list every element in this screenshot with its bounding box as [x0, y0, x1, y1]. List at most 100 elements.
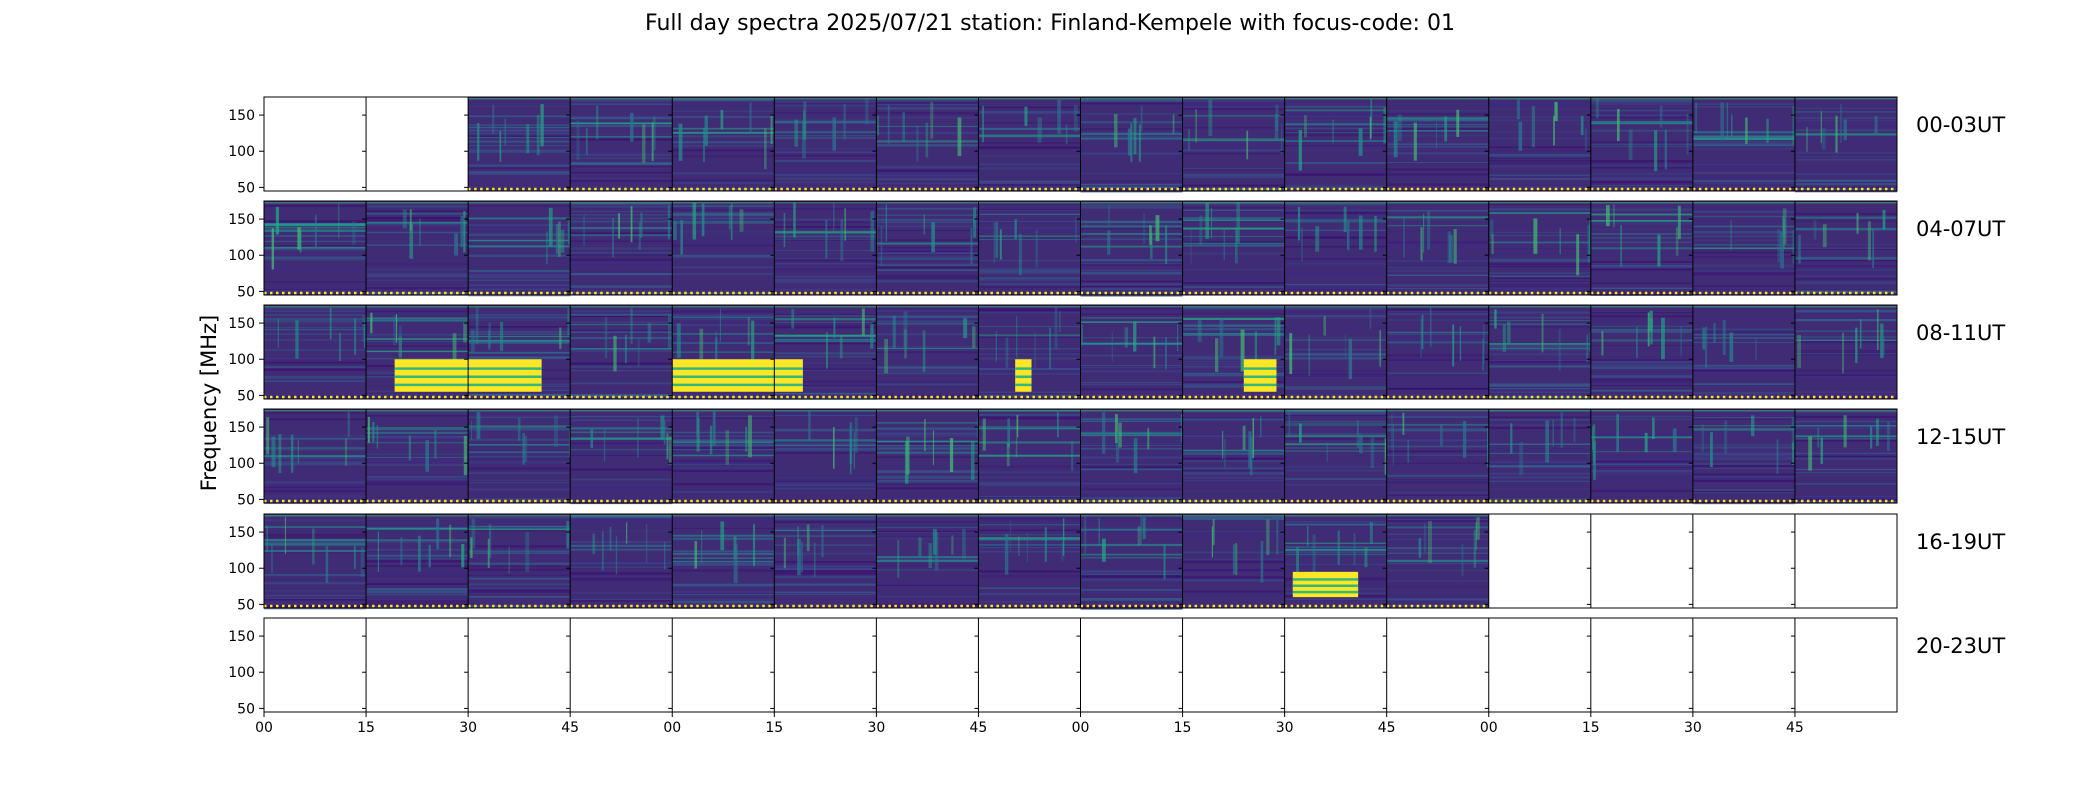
- spectrum-panel: [468, 97, 571, 191]
- spectrum-panel: [468, 409, 572, 503]
- row-label: 00-03UT: [1916, 113, 2005, 137]
- spectra-row-20-23UT: 50 100 150 20-23UT: [228, 617, 2005, 717]
- x-tick-label: 00: [663, 720, 681, 736]
- spectrum-panel: [1794, 97, 1897, 193]
- chart-title: Full day spectra 2025/07/21 station: Fin…: [645, 11, 1455, 36]
- spectrum-panel: [672, 514, 777, 609]
- spectrum-panel: [366, 409, 469, 503]
- spectrum-panel: [1080, 305, 1183, 400]
- y-tick-label: 100: [228, 248, 255, 264]
- spectrum-panel: [978, 409, 1081, 503]
- row-label: 20-23UT: [1916, 634, 2005, 658]
- spectrum-panel: [1080, 201, 1183, 297]
- spectrum-panel: [468, 514, 571, 609]
- spectrum-panel: [366, 201, 469, 296]
- spectrum-panel: [1386, 514, 1489, 609]
- y-tick-label: 150: [228, 212, 255, 228]
- spectrum-panel: [876, 201, 979, 295]
- spectrum-panel: [1080, 409, 1183, 503]
- spectrum-panel: [1386, 305, 1489, 399]
- spectra-row-12-15UT: 50 100 150 12-15UT: [228, 408, 2005, 508]
- spectrum-panel: [672, 201, 775, 295]
- y-tick-label: 150: [228, 629, 255, 645]
- spectrum-panel: [264, 514, 367, 610]
- y-tick-label: 50: [237, 701, 255, 717]
- spectrum-panel: [468, 201, 572, 297]
- spectrum-panel: [1488, 97, 1591, 191]
- spectra-row-00-03UT: 50 100 150 00-03UT: [228, 96, 2005, 196]
- x-tick-label: 45: [970, 720, 988, 736]
- spectrum-panel: [570, 201, 673, 295]
- spectrum-panel: [1386, 201, 1489, 295]
- y-tick-label: 100: [228, 665, 255, 681]
- spectrum-panel: [1794, 201, 1897, 295]
- x-tick-label: 45: [1378, 720, 1396, 736]
- spectrum-panel: [1182, 97, 1285, 192]
- spectrum-panel: [1182, 514, 1285, 608]
- y-tick-label: 150: [228, 108, 255, 124]
- row-label: 04-07UT: [1916, 217, 2005, 241]
- row-label: 16-19UT: [1916, 530, 2005, 554]
- x-tick-label: 15: [357, 720, 375, 736]
- y-tick-label: 100: [228, 456, 255, 472]
- spectrum-panel: [1794, 409, 1897, 504]
- spectrum-panel: [1794, 305, 1897, 399]
- spectrum-panel: [876, 97, 979, 191]
- spectra-row-08-11UT: 50 100 150 08-11UT: [228, 304, 2005, 404]
- y-tick-label: 50: [237, 180, 255, 196]
- spectrum-panel: [264, 201, 367, 295]
- bright-burst: [1243, 359, 1277, 392]
- spectrum-panel: [570, 409, 673, 505]
- spectrum-panel: [264, 305, 367, 399]
- spectra-row-04-07UT: 50 100 150 04-07UT: [228, 200, 2005, 300]
- spectrum-panel: [672, 97, 775, 191]
- spectrum-panel: [1488, 201, 1593, 295]
- spectrum-panel: [1692, 201, 1796, 296]
- spectrum-panel: [672, 409, 775, 503]
- x-tick-label: 45: [561, 720, 579, 736]
- spectrum-panel: [1284, 409, 1387, 503]
- x-tick-label: 30: [459, 720, 477, 736]
- y-tick-label: 100: [228, 352, 255, 368]
- spectrum-panel: [1080, 97, 1183, 193]
- spectrum-panel: [1488, 305, 1593, 399]
- spectrum-panel: [1590, 305, 1693, 399]
- y-tick-label: 150: [228, 316, 255, 332]
- y-tick-label: 50: [237, 284, 255, 300]
- spectrum-panel: [366, 514, 469, 609]
- x-tick-label: 00: [1072, 720, 1090, 736]
- x-tick-label: 30: [1684, 720, 1702, 736]
- x-tick-label: 15: [765, 720, 783, 736]
- spectrum-panel: [570, 97, 673, 191]
- y-tick-label: 150: [228, 420, 255, 436]
- x-tick-label: 00: [1480, 720, 1498, 736]
- spectrum-panel: [570, 514, 673, 608]
- spectrum-panel: [1284, 97, 1388, 191]
- x-tick-label: 30: [1276, 720, 1294, 736]
- spectrum-panel: [876, 514, 979, 608]
- y-tick-label: 50: [237, 597, 255, 613]
- y-tick-label: 50: [237, 492, 255, 508]
- spectrum-panel: [774, 201, 877, 295]
- spectrum-panel: [978, 201, 1081, 295]
- spectrum-panel: [978, 97, 1081, 192]
- spectrum-panel: [1590, 201, 1693, 296]
- x-tick-label: 15: [1582, 720, 1600, 736]
- spectrum-panel: [570, 305, 673, 400]
- spectrum-panel: [1386, 97, 1492, 191]
- y-tick-label: 50: [237, 388, 255, 404]
- x-tick-label: 15: [1174, 720, 1192, 736]
- spectrum-panel: [1080, 514, 1183, 610]
- spectrum-panel: [1692, 409, 1796, 505]
- bright-burst: [1015, 359, 1032, 392]
- y-tick-label: 150: [228, 525, 255, 541]
- spectrum-panel: [1692, 305, 1795, 399]
- spectrum-panel: [1488, 409, 1594, 503]
- row-label: 08-11UT: [1916, 321, 2005, 345]
- spectrum-panel: [1284, 201, 1387, 295]
- spectrum-panel: [1386, 409, 1490, 503]
- spectrum-panel: [774, 409, 877, 504]
- y-tick-label: 100: [228, 561, 255, 577]
- spectrum-panel: [1590, 409, 1693, 503]
